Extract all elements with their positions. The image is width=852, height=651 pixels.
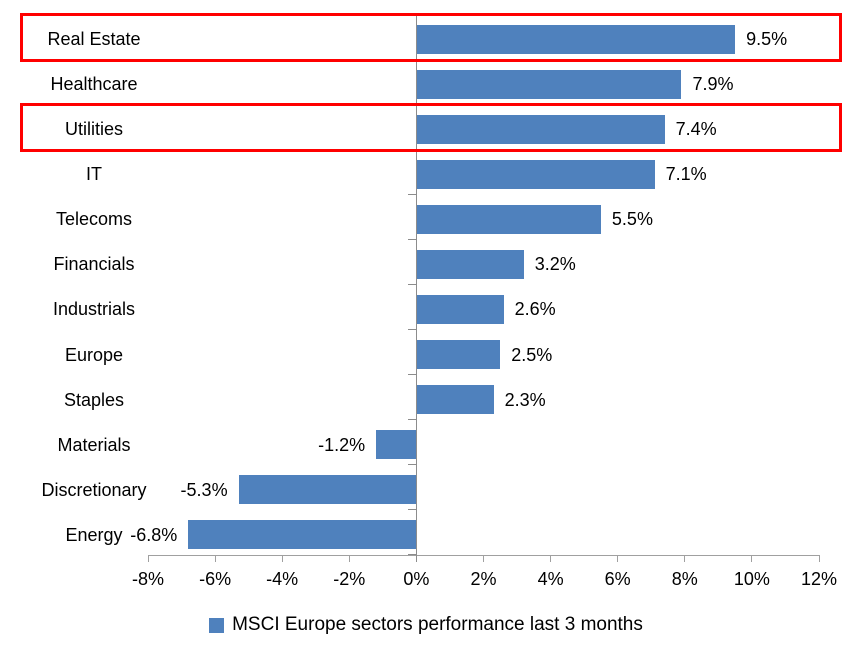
- x-axis-tick-label: 12%: [800, 569, 838, 589]
- bar: [188, 520, 417, 550]
- category-axis-line: [415, 14, 417, 562]
- bar: [416, 249, 524, 279]
- bar: [238, 475, 417, 505]
- category-axis-tick: [408, 193, 417, 195]
- category-label: Europe: [64, 344, 124, 365]
- x-axis-tick: [617, 555, 619, 562]
- x-axis-tick: [348, 555, 350, 562]
- bar: [416, 294, 504, 324]
- value-label: 9.5%: [746, 29, 788, 49]
- x-axis-tick: [684, 555, 686, 562]
- bar: [416, 159, 655, 189]
- legend-label: MSCI Europe sectors performance last 3 m…: [232, 614, 643, 635]
- category-label: Materials: [57, 434, 131, 455]
- category-label: Telecoms: [55, 209, 133, 230]
- x-axis-tick: [550, 555, 552, 562]
- value-label: -6.8%: [130, 524, 178, 545]
- legend: MSCI Europe sectors performance last 3 m…: [0, 613, 852, 637]
- value-label: 2.6%: [514, 299, 556, 320]
- legend-swatch-icon: [209, 617, 225, 633]
- bar: [416, 385, 494, 415]
- value-label: 3.2%: [534, 254, 576, 275]
- x-axis-tick: [483, 555, 484, 562]
- value-label: 7.1%: [665, 164, 707, 185]
- category-axis-tick: [408, 283, 417, 285]
- value-label: 7.4%: [675, 119, 717, 140]
- category-label: Staples: [63, 389, 125, 410]
- bar: [416, 204, 601, 234]
- x-axis-tick-label: -8%: [131, 569, 164, 589]
- x-axis-tick-label: -4%: [266, 569, 299, 589]
- x-axis-tick-label: -2%: [333, 569, 366, 589]
- bar: [416, 69, 682, 99]
- highlight-box-utilities: [20, 102, 842, 152]
- category-axis-tick: [408, 554, 417, 556]
- value-label: 2.5%: [511, 344, 553, 365]
- value-label: 7.9%: [692, 74, 734, 95]
- x-axis-tick: [147, 555, 149, 562]
- x-axis-tick-label: 8%: [671, 569, 698, 589]
- category-axis-tick: [408, 238, 417, 240]
- x-axis-tick: [818, 555, 820, 562]
- bar: [376, 430, 417, 460]
- category-axis-tick: [408, 374, 417, 376]
- category-axis-tick: [408, 464, 417, 466]
- category-label: Industrials: [52, 299, 136, 320]
- value-label: -5.3%: [180, 479, 228, 500]
- bar: [416, 340, 501, 370]
- category-label: Utilities: [64, 119, 123, 140]
- category-label: IT: [86, 164, 102, 185]
- highlight-box-real-estate: [20, 12, 842, 62]
- value-label: -1.2%: [318, 434, 366, 455]
- category-axis-tick: [408, 509, 417, 511]
- category-label: Energy: [65, 524, 123, 545]
- value-label: 2.3%: [504, 389, 546, 410]
- bar: [416, 114, 665, 144]
- x-axis-tick: [281, 555, 283, 562]
- category-label: Healthcare: [50, 74, 138, 95]
- category-label: Discretionary: [41, 479, 147, 500]
- x-axis-tick: [751, 555, 753, 562]
- x-axis-tick-label: 2%: [470, 569, 497, 589]
- category-axis-tick: [408, 419, 417, 421]
- x-axis-tick-label: 10%: [733, 569, 770, 589]
- bar: [416, 24, 736, 54]
- category-label: Real Estate: [47, 29, 141, 49]
- x-axis-tick-label: -6%: [199, 569, 232, 589]
- value-label: 5.5%: [611, 209, 653, 230]
- x-axis-tick-label: 4%: [537, 569, 564, 589]
- category-axis-tick: [408, 329, 417, 331]
- category-label: Financials: [53, 254, 135, 275]
- x-axis-tick: [214, 555, 216, 562]
- x-axis-tick-label: 6%: [604, 569, 631, 589]
- x-axis-tick-label: 0%: [403, 569, 430, 589]
- x-axis-line: [148, 555, 820, 556]
